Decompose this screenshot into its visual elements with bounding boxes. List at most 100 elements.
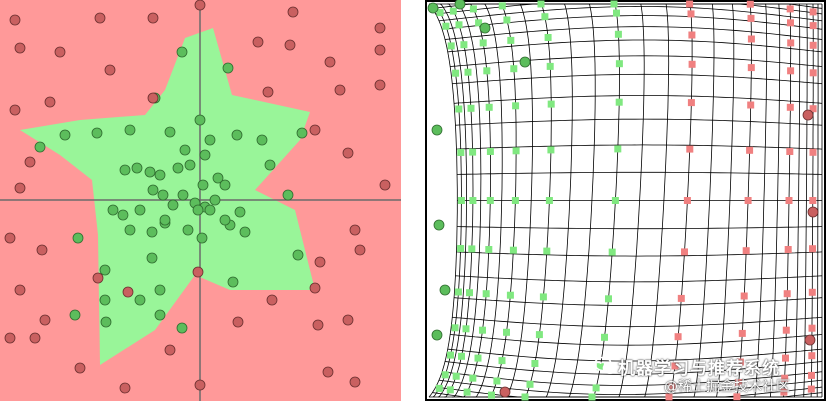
transformed-marker [738, 329, 746, 337]
outside-point [252, 36, 264, 48]
transformed-marker [614, 30, 622, 38]
outside-point [192, 266, 204, 278]
inside-point [154, 284, 166, 296]
inside-point [264, 159, 276, 171]
outside-point [194, 379, 206, 391]
transformed-inside-point [431, 329, 443, 341]
transformed-outside-point [802, 109, 814, 121]
inside-point [124, 124, 136, 136]
transformed-inside-point [519, 56, 531, 68]
inside-point [131, 162, 143, 174]
transformed-marker [446, 386, 454, 394]
watermark-subtitle: @稀土掘金技术社区 [664, 379, 790, 395]
transformed-grid-plot [425, 0, 826, 401]
grid-line-horizontal [450, 334, 823, 346]
transformed-marker [509, 246, 517, 254]
transformed-marker [808, 352, 816, 360]
wechat-icon [594, 356, 618, 376]
outside-point [334, 84, 346, 96]
outside-point [9, 14, 21, 26]
transformed-marker [468, 245, 476, 253]
transformed-marker [683, 197, 691, 204]
inside-point [164, 126, 176, 138]
transformed-marker [452, 372, 460, 380]
outside-point [287, 6, 299, 18]
inside-point [34, 141, 46, 153]
outside-point [312, 319, 324, 331]
transformed-marker [454, 288, 462, 296]
transformed-outside-point [804, 334, 816, 346]
transformed-marker [447, 42, 455, 50]
transformed-marker [466, 289, 473, 297]
transformed-marker [786, 148, 794, 155]
inside-point [197, 179, 209, 191]
transformed-marker [463, 388, 471, 396]
transformed-marker [512, 102, 520, 110]
transformed-space-panel [425, 0, 826, 401]
inside-point [282, 189, 294, 201]
transformed-marker [435, 384, 443, 392]
transformed-marker [786, 5, 794, 13]
outside-point [194, 0, 206, 11]
transformed-marker [449, 7, 457, 15]
transformed-marker [455, 21, 463, 29]
outside-point [147, 92, 159, 104]
transformed-marker [546, 62, 554, 70]
transformed-marker [687, 99, 695, 107]
outside-point [24, 156, 36, 168]
transformed-marker [486, 148, 494, 155]
inside-point [144, 166, 156, 178]
transformed-marker [469, 197, 477, 204]
transformed-marker [451, 324, 459, 332]
transformed-marker [747, 101, 755, 109]
outside-point [14, 42, 26, 54]
outside-point [94, 12, 106, 24]
transformed-marker [493, 377, 501, 385]
inside-point [292, 249, 304, 261]
outside-point [4, 332, 16, 344]
outside-point [36, 244, 48, 256]
outside-point [14, 284, 26, 296]
grid-line-horizontal [456, 251, 823, 257]
inside-point [212, 172, 224, 184]
transformed-marker [605, 295, 612, 303]
transformed-marker [742, 247, 750, 255]
outside-point [14, 182, 26, 194]
transformed-marker [458, 352, 465, 360]
star-classification-panel [0, 0, 401, 401]
inside-point [134, 204, 146, 216]
transformed-marker [464, 68, 472, 76]
outside-point [92, 272, 104, 284]
outside-point [122, 286, 134, 298]
inside-point [204, 204, 216, 216]
outside-point [309, 282, 321, 294]
transformed-marker [596, 363, 604, 371]
outside-point [164, 344, 176, 356]
transformed-marker [521, 393, 529, 401]
grid-line-horizontal [457, 226, 822, 230]
inside-point [227, 276, 239, 288]
transformed-marker [442, 22, 450, 30]
data-points [4, 0, 391, 394]
transformed-marker [486, 197, 494, 204]
transformed-marker [482, 290, 490, 298]
transformed-inside-point [479, 22, 491, 34]
transformed-marker [688, 60, 696, 68]
transformed-marker [469, 5, 477, 13]
transformed-marker [511, 197, 519, 204]
grid-line-horizontal [455, 118, 823, 126]
outside-point [284, 39, 296, 51]
transformed-inside-point [431, 124, 443, 136]
transformed-marker [808, 288, 816, 296]
transformed-marker [485, 246, 493, 253]
grid-line-horizontal [452, 73, 823, 85]
grid-line-vertical [428, 3, 458, 398]
inside-point [219, 214, 231, 226]
inside-point [107, 204, 119, 216]
transformed-marker [681, 248, 688, 256]
grid-line-horizontal [452, 316, 823, 328]
outside-point [314, 256, 326, 268]
inside-point [256, 134, 268, 146]
transformed-marker [469, 148, 477, 156]
transformed-marker [469, 374, 477, 382]
